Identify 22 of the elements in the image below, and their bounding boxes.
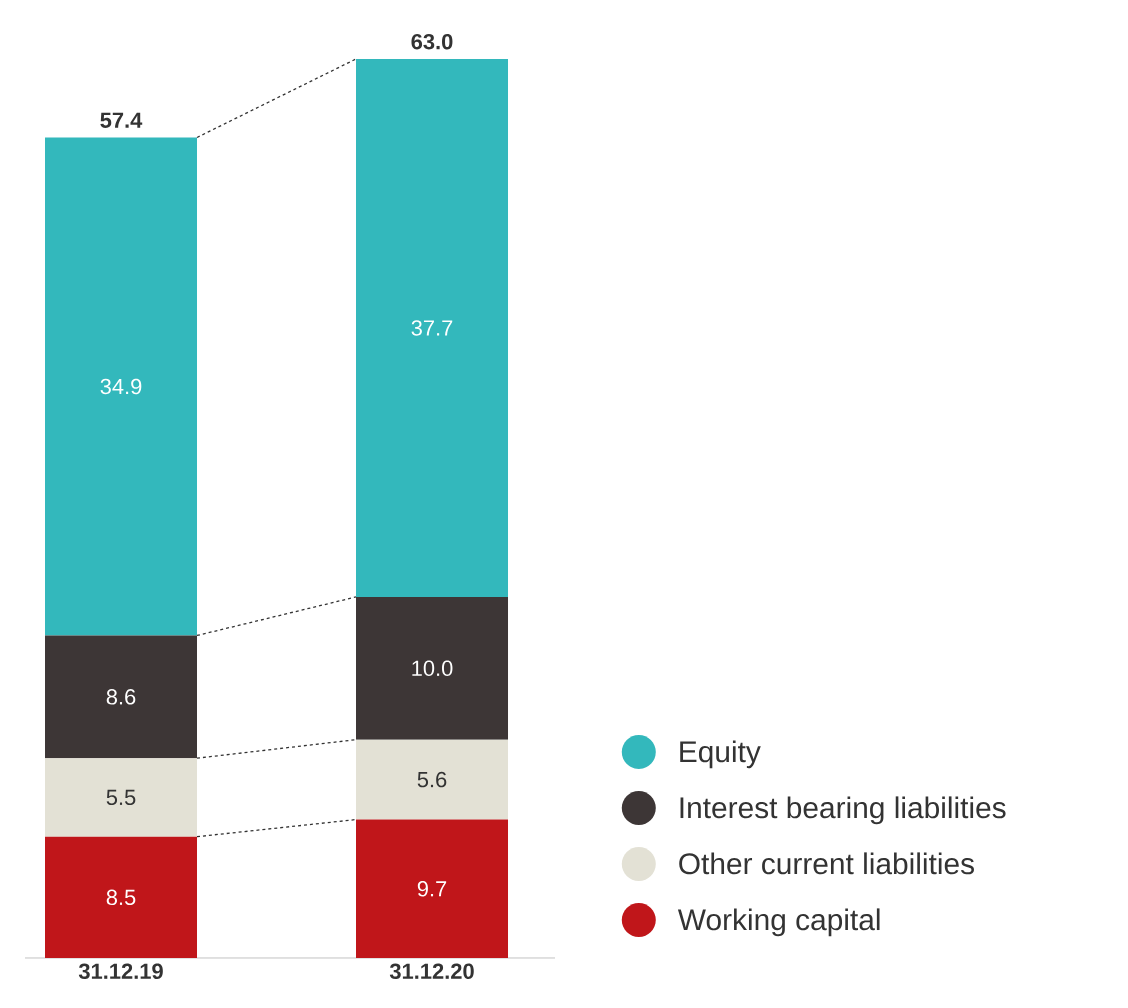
bar <box>356 58 509 597</box>
data-label: 37.7 <box>411 320 453 336</box>
total-label: 63.0 <box>411 33 453 50</box>
legend-label: Working capital <box>677 908 880 937</box>
data-label: 8.5 <box>106 889 136 906</box>
x-tick-label: 31.12.20 <box>389 963 474 980</box>
data-label: 9.7 <box>417 881 447 897</box>
data-label: 34.9 <box>100 378 142 395</box>
bar <box>45 758 198 837</box>
bar <box>356 739 509 820</box>
data-label: 8.6 <box>106 689 136 705</box>
x-tick-label: 31.12.19 <box>78 963 163 980</box>
data-label: 5.5 <box>106 789 136 806</box>
data-label: 10.0 <box>412 660 453 677</box>
bar <box>356 819 509 958</box>
legend-label: Other current liabilities <box>679 852 974 875</box>
legend-label: Equity <box>680 740 761 769</box>
total-label: 57.4 <box>100 112 143 128</box>
bar <box>45 836 198 958</box>
data-label: 5.6 <box>417 771 447 788</box>
legend-label: Interest bearing liabilities <box>680 796 1006 825</box>
bar <box>45 137 198 636</box>
